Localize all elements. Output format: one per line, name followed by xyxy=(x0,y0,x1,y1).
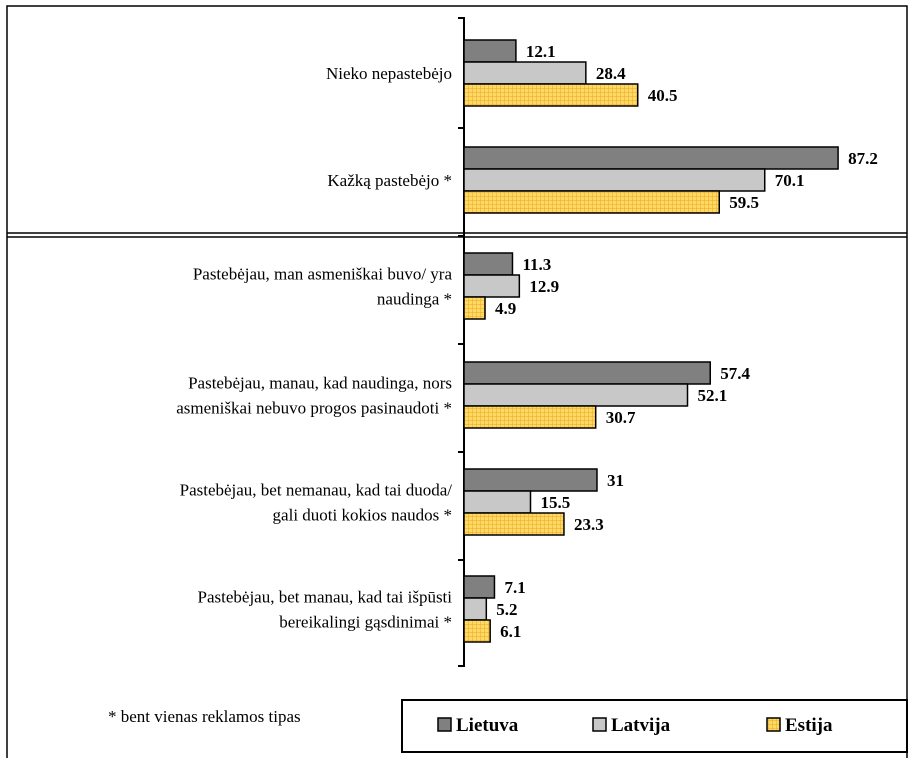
data-label-estija: 23.3 xyxy=(574,515,604,534)
data-label-estija: 59.5 xyxy=(729,193,759,212)
data-label-lietuva: 57.4 xyxy=(720,364,750,383)
category-label: naudinga * xyxy=(377,290,452,309)
data-label-latvija: 5.2 xyxy=(496,600,517,619)
category-label: bereikalingi gąsdinimai * xyxy=(279,613,452,632)
bar-latvija xyxy=(463,61,587,85)
data-label-latvija: 12.9 xyxy=(529,277,559,296)
data-label-latvija: 28.4 xyxy=(596,64,626,83)
data-label-lietuva: 12.1 xyxy=(526,42,556,61)
data-label-lietuva: 7.1 xyxy=(504,578,525,597)
bar-estija xyxy=(463,512,565,536)
chart-frame xyxy=(6,5,908,758)
data-label-lietuva: 31 xyxy=(607,471,624,490)
data-label-latvija: 15.5 xyxy=(540,493,570,512)
bar-latvija xyxy=(463,597,488,621)
data-label-lietuva: 87.2 xyxy=(848,149,878,168)
data-label-lietuva: 11.3 xyxy=(522,255,551,274)
category-label: Nieko nepastebėjo xyxy=(326,64,452,83)
bar-lietuva xyxy=(463,146,839,170)
legend-label-latvija: Latvija xyxy=(611,715,671,736)
category-label: Pastebėjau, bet manau, kad tai išpūsti xyxy=(198,588,453,607)
bar-lietuva xyxy=(463,252,514,276)
bar-lietuva xyxy=(463,361,711,385)
footnote: * bent vienas reklamos tipas xyxy=(108,707,301,726)
bar-latvija xyxy=(463,168,766,192)
bar-latvija xyxy=(463,274,521,298)
data-label-latvija: 70.1 xyxy=(775,171,805,190)
category-label: Pastebėjau, manau, kad naudinga, nors xyxy=(188,374,452,393)
data-label-latvija: 52.1 xyxy=(698,386,728,405)
legend-swatch-estija xyxy=(766,717,781,732)
bar-estija xyxy=(463,619,491,643)
data-label-estija: 6.1 xyxy=(500,622,521,641)
bar-estija xyxy=(463,83,639,107)
bar-lietuva xyxy=(463,39,517,63)
category-label: Pastebėjau, bet nemanau, kad tai duoda/ xyxy=(180,481,453,500)
legend-label-estija: Estija xyxy=(785,715,833,736)
category-label: asmeniškai nebuvo progos pasinaudoti * xyxy=(176,399,452,418)
bar-estija xyxy=(463,190,721,214)
legend-swatch-lietuva xyxy=(437,717,452,732)
data-label-estija: 4.9 xyxy=(495,299,516,318)
bar-estija xyxy=(463,405,597,429)
bar-estija xyxy=(463,296,486,320)
bar-latvija xyxy=(463,490,532,514)
category-label: Pastebėjau, man asmeniškai buvo/ yra xyxy=(193,265,453,284)
legend-label-lietuva: Lietuva xyxy=(456,715,519,736)
bar-lietuva xyxy=(463,575,496,599)
category-label: gali duoti kokios naudos * xyxy=(273,506,452,525)
bar-lietuva xyxy=(463,468,598,492)
bar-latvija xyxy=(463,383,689,407)
data-label-estija: 40.5 xyxy=(648,86,678,105)
data-label-estija: 30.7 xyxy=(606,408,636,427)
legend-box xyxy=(401,699,908,753)
legend-swatch-latvija xyxy=(592,717,607,732)
category-label: Kažką pastebėjo * xyxy=(327,171,452,190)
